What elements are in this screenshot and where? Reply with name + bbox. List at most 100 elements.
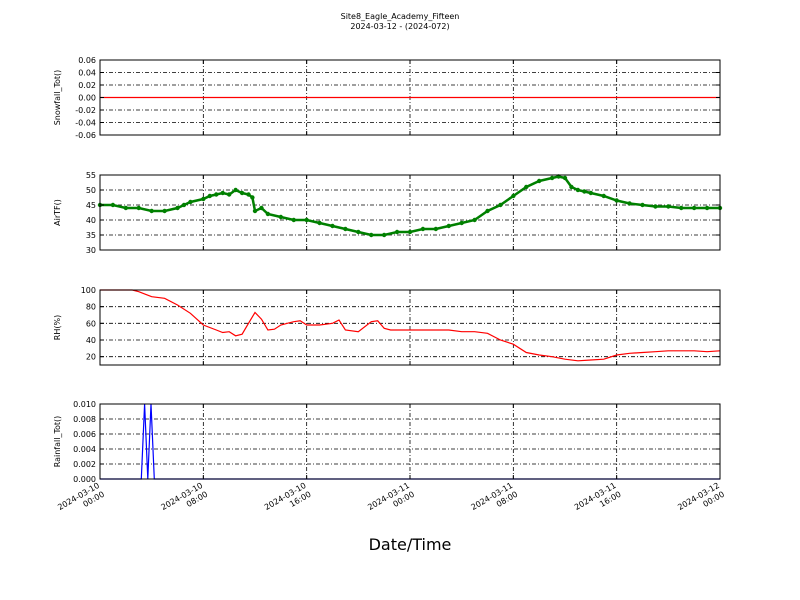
data-point: [233, 187, 238, 193]
data-point: [569, 184, 574, 190]
data-point: [259, 205, 264, 211]
data-point: [149, 208, 154, 214]
x-tick-label: 2024-03-1008:00: [160, 481, 210, 521]
y-tick-label: 0.008: [73, 415, 96, 424]
y-tick-label: 0.00: [78, 94, 96, 103]
y-tick-label: 100: [81, 286, 96, 295]
x-tick-label: 2024-03-1116:00: [573, 481, 623, 521]
data-point: [207, 193, 212, 199]
y-tick-label: 0.010: [73, 400, 96, 409]
data-point: [407, 229, 413, 235]
data-point: [459, 220, 464, 226]
data-point: [446, 223, 451, 229]
y-tick-label: 50: [86, 186, 96, 195]
data-point: [330, 223, 335, 229]
data-point: [356, 229, 361, 235]
data-point: [162, 208, 167, 214]
data-point: [549, 175, 555, 181]
data-point: [704, 205, 710, 211]
data-point: [188, 199, 193, 205]
y-axis-label: RH(%): [53, 315, 62, 340]
data-point: [524, 184, 529, 190]
x-axis-label: Date/Time: [369, 535, 452, 554]
y-tick-label: 60: [86, 319, 96, 328]
panel-2: 55 50 45 40 35 30 AirTF(): [53, 171, 723, 255]
data-point: [175, 205, 180, 211]
data-point: [575, 187, 581, 193]
x-tick-label: 2024-03-1200:00: [676, 481, 726, 521]
y-tick-label: 0.06: [78, 56, 96, 65]
y-tick-label: 30: [86, 246, 96, 255]
data-point: [201, 196, 206, 202]
data-point: [536, 178, 542, 184]
data-point: [511, 193, 516, 199]
data-point: [136, 205, 141, 211]
x-tick-label: 2024-03-1016:00: [263, 481, 313, 521]
chart-title: Site8_Eagle_Academy_Fifteen: [341, 12, 460, 21]
data-point: [666, 204, 671, 209]
y-tick-label: -0.02: [75, 106, 96, 115]
data-point: [394, 229, 400, 235]
y-tick-label: 55: [86, 171, 96, 180]
data-point: [226, 192, 232, 197]
data-point: [640, 202, 645, 208]
y-tick-label: 0.002: [73, 460, 96, 469]
data-point: [472, 217, 477, 223]
y-tick-label: 35: [86, 231, 96, 240]
data-point: [265, 211, 271, 217]
data-point: [123, 205, 129, 211]
y-tick-label: 0.000: [73, 475, 96, 484]
chart-panels: 0.06 0.04 0.02 0.00 -0.02 -0.04 -0.06 Snowfall_…: [53, 56, 723, 484]
data-point: [601, 193, 606, 199]
y-tick-label: 0.004: [73, 445, 96, 454]
x-tick-label: 2024-03-1100:00: [366, 481, 416, 521]
data-point: [252, 208, 258, 214]
data-point: [381, 232, 387, 238]
data-point: [214, 192, 219, 197]
y-tick-label: 40: [86, 216, 96, 225]
x-tick-label: 2024-03-1000:00: [56, 481, 106, 521]
data-point: [239, 190, 245, 196]
data-point: [498, 202, 503, 208]
data-point: [691, 205, 697, 211]
y-tick-label: 0.006: [73, 430, 96, 439]
data-point: [653, 204, 658, 209]
panel-4: 0.010 0.008 0.006 0.004 0.002 0.000 Rainfall_T…: [53, 400, 721, 484]
panel-1: 0.06 0.04 0.02 0.00 -0.02 -0.04 -0.06 Snowfall_…: [53, 56, 721, 140]
data-point: [181, 202, 187, 208]
data-point: [627, 201, 632, 206]
y-axis-label: AirTF(): [53, 199, 62, 226]
y-tick-label: -0.04: [75, 119, 96, 128]
x-axis-tick-labels: 2024-03-1000:00 2024-03-1008:00 2024-03-10…: [56, 481, 726, 521]
chart-subtitle: 2024-03-12 - (2024-072): [350, 22, 449, 31]
data-point: [250, 195, 255, 200]
data-point: [420, 226, 426, 232]
series-line: [100, 289, 721, 362]
data-point: [562, 175, 568, 181]
data-point: [317, 220, 322, 226]
data-point: [343, 226, 348, 232]
y-tick-label: 20: [86, 353, 96, 362]
panel-3: 100 80 60 40 20 RH(%): [53, 286, 721, 366]
y-tick-label: 0.04: [78, 69, 96, 78]
y-tick-label: 45: [86, 201, 96, 210]
data-point: [220, 190, 225, 196]
y-axis-label: Rainfall_Tot(): [53, 416, 62, 468]
data-point: [369, 232, 374, 238]
y-tick-label: -0.06: [75, 131, 96, 140]
x-tick-label: 2024-03-1108:00: [470, 481, 520, 521]
data-point: [110, 202, 116, 208]
data-point: [291, 217, 296, 223]
data-point: [582, 189, 587, 194]
data-point: [278, 214, 284, 220]
data-point: [614, 198, 619, 203]
y-axis-label: Snowfall_Tot(): [53, 70, 62, 126]
data-point: [304, 217, 309, 223]
data-point: [246, 192, 251, 197]
y-tick-label: 80: [86, 303, 96, 312]
data-point: [485, 208, 490, 214]
data-point: [679, 205, 684, 211]
data-point: [588, 190, 594, 196]
data-point: [433, 226, 439, 232]
